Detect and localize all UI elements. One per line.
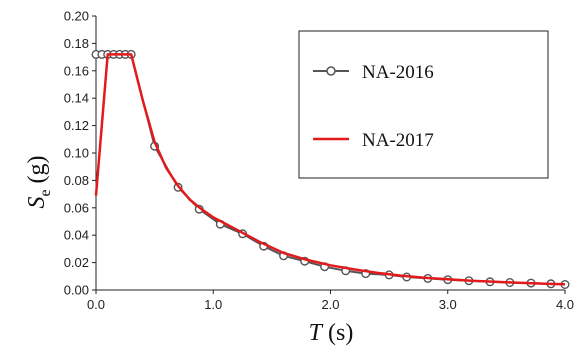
x-tick-label: 4.0	[556, 297, 574, 312]
x-ticks: 0.0 1.0 2.0 3.0 4.0	[87, 290, 574, 312]
y-tick-label: 0.02	[64, 255, 89, 270]
y-tick-label: 0.04	[64, 228, 89, 243]
x-axis-label-main: T	[309, 320, 324, 346]
y-tick-label: 0.08	[64, 173, 89, 188]
y-tick-label: 0.00	[64, 283, 89, 298]
x-tick-label: 0.0	[87, 297, 105, 312]
y-tick-label: 0.06	[64, 200, 89, 215]
y-tick-label: 0.10	[64, 146, 89, 161]
series-line-na-2017	[94, 53, 566, 286]
legend-marker-na-2016	[326, 66, 336, 76]
x-tick-label: 1.0	[204, 297, 222, 312]
series-layer	[91, 49, 570, 290]
y-ticks: 0.00 0.02 0.04 0.06 0.08 0.10 0.12 0.14 0.16 0.18…	[64, 9, 96, 298]
x-axis-label-unit: (s)	[322, 320, 353, 346]
legend-frame	[298, 30, 549, 179]
y-axis-label: Se (g)	[24, 155, 54, 208]
legend-label-na-2016: NA-2016	[362, 62, 434, 83]
x-tick-label: 3.0	[439, 297, 457, 312]
y-tick-label: 0.16	[64, 63, 89, 78]
legend-entry-na-2017: NA-2017	[313, 130, 434, 151]
x-tick-label: 2.0	[321, 297, 339, 312]
y-tick-label: 0.14	[64, 91, 89, 106]
legend-entry-na-2016: NA-2016	[313, 62, 434, 83]
y-axis-label-main: S	[24, 197, 50, 209]
x-axis-label: T (s)	[309, 320, 354, 346]
y-axis-label-sub: e	[37, 189, 54, 196]
legend-label-na-2017: NA-2017	[362, 130, 434, 151]
y-tick-label: 0.12	[64, 118, 89, 133]
y-tick-label: 0.18	[64, 36, 89, 51]
y-axis-label-unit: (g)	[24, 155, 50, 189]
y-tick-label: 0.20	[64, 9, 89, 24]
legend: NA-2016 NA-2017	[298, 30, 549, 179]
